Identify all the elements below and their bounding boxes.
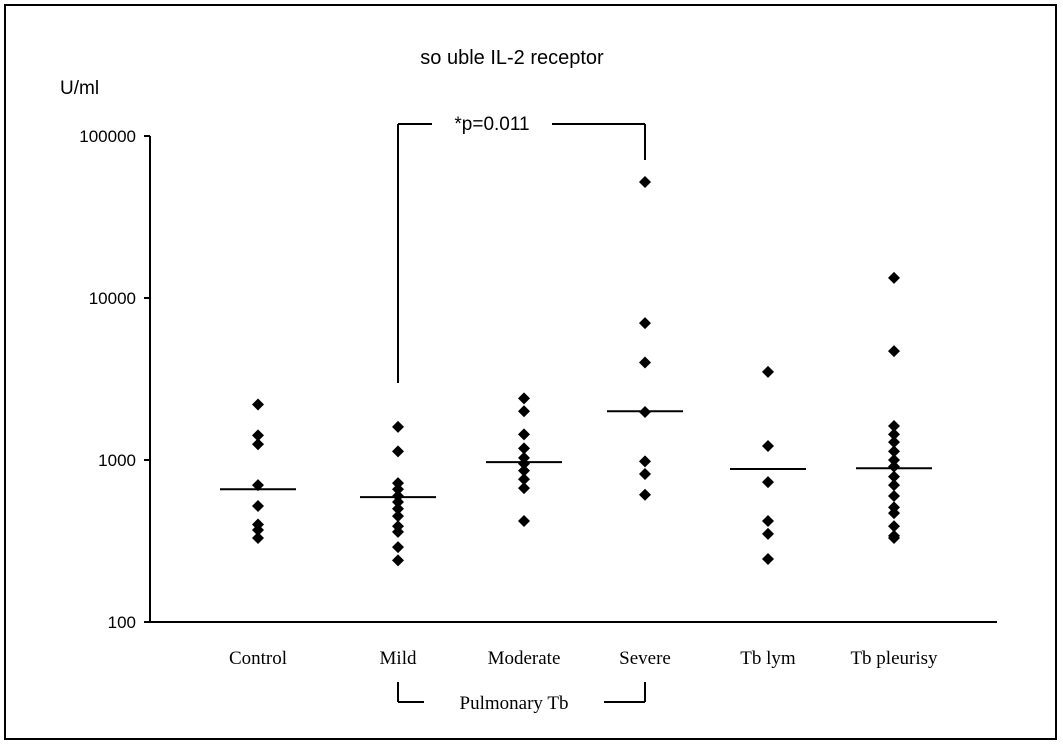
x-tick-label: Mild	[380, 648, 417, 669]
data-point	[518, 473, 530, 486]
significance-annotation: *p=0.011	[397, 114, 646, 383]
y-tick-label: 1000	[98, 451, 136, 470]
data-point	[888, 479, 900, 492]
y-tick-label: 100	[108, 613, 136, 632]
y-axis-label: U/ml	[60, 78, 99, 99]
data-point	[639, 356, 651, 369]
data-point	[252, 429, 264, 442]
data-point	[888, 532, 900, 545]
x-tick-label: Severe	[619, 648, 671, 669]
data-point	[392, 489, 404, 502]
data-point	[639, 405, 651, 418]
data-point	[888, 445, 900, 458]
data-point	[392, 420, 404, 433]
data-points	[252, 176, 900, 567]
data-point	[762, 365, 774, 378]
data-point	[888, 271, 900, 284]
data-point	[762, 440, 774, 453]
x-tick-labels: Control Mild Moderate Severe Tb lym Tb pleuri…	[229, 648, 938, 669]
data-point	[888, 470, 900, 483]
data-point	[518, 428, 530, 441]
data-point	[518, 515, 530, 528]
data-point	[392, 510, 404, 523]
x-tick-label: Tb lym	[740, 648, 796, 669]
data-point	[392, 477, 404, 490]
data-point	[392, 554, 404, 567]
median-lines	[220, 410, 932, 499]
data-point	[888, 428, 900, 441]
group-bracket: Pulmonary Tb	[397, 682, 646, 714]
data-point	[639, 317, 651, 330]
data-point	[888, 489, 900, 502]
x-tick-label: Control	[229, 648, 287, 669]
x-tick-label: Moderate	[488, 648, 561, 669]
data-point	[762, 515, 774, 528]
data-point	[518, 457, 530, 470]
y-ticks: 100000 10000 1000 100	[79, 127, 150, 632]
data-point	[518, 464, 530, 477]
data-point	[252, 523, 264, 536]
data-point	[392, 541, 404, 554]
data-point	[252, 479, 264, 492]
y-tick-label: 10000	[89, 289, 136, 308]
data-point	[252, 438, 264, 451]
data-point	[888, 507, 900, 520]
data-point	[888, 454, 900, 466]
data-point	[518, 405, 530, 418]
data-point	[392, 525, 404, 538]
data-point	[518, 482, 530, 495]
data-point	[518, 392, 530, 405]
data-point	[888, 436, 900, 449]
chart-title: so uble IL-2 receptor	[420, 47, 604, 69]
data-point	[639, 488, 651, 501]
y-tick-label: 100000	[79, 127, 136, 146]
data-point	[888, 345, 900, 358]
data-point	[392, 483, 404, 496]
data-point	[392, 496, 404, 509]
data-point	[639, 467, 651, 480]
data-point	[518, 442, 530, 455]
data-point	[639, 176, 651, 189]
chart-frame	[4, 4, 1057, 740]
data-point	[888, 420, 900, 433]
group-label: Pulmonary Tb	[460, 693, 569, 714]
data-point	[762, 527, 774, 540]
data-point	[392, 445, 404, 458]
p-value-label: *p=0.011	[454, 114, 529, 135]
data-point	[252, 398, 264, 411]
data-point	[888, 520, 900, 533]
data-point	[392, 502, 404, 515]
x-tick-label: Tb pleurisy	[850, 648, 938, 669]
data-point	[639, 455, 651, 468]
data-point	[252, 500, 264, 513]
data-point	[762, 476, 774, 489]
data-point	[252, 532, 264, 545]
data-point	[888, 460, 900, 473]
data-point	[762, 552, 774, 565]
